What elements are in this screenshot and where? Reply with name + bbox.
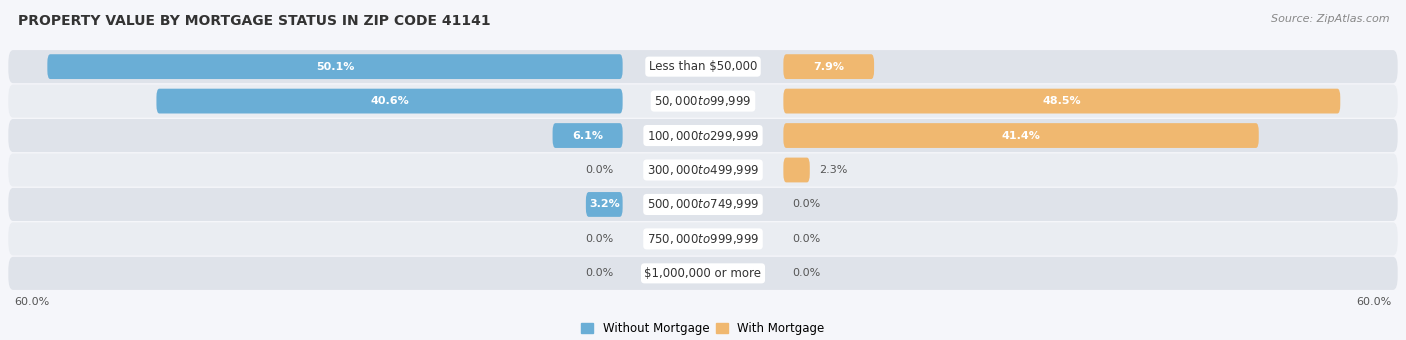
FancyBboxPatch shape [783,54,875,79]
Legend: Without Mortgage, With Mortgage: Without Mortgage, With Mortgage [576,317,830,340]
Text: 0.0%: 0.0% [585,268,613,278]
Text: 0.0%: 0.0% [585,165,613,175]
Text: $750,000 to $999,999: $750,000 to $999,999 [647,232,759,246]
FancyBboxPatch shape [783,123,1258,148]
FancyBboxPatch shape [156,89,623,114]
Text: 40.6%: 40.6% [370,96,409,106]
Text: 6.1%: 6.1% [572,131,603,140]
Text: Less than $50,000: Less than $50,000 [648,60,758,73]
Text: 60.0%: 60.0% [1357,298,1392,307]
Text: 0.0%: 0.0% [793,234,821,244]
Text: 50.1%: 50.1% [316,62,354,72]
Text: 0.0%: 0.0% [585,234,613,244]
Text: 7.9%: 7.9% [813,62,844,72]
Text: 0.0%: 0.0% [793,200,821,209]
Text: 41.4%: 41.4% [1001,131,1040,140]
Text: Source: ZipAtlas.com: Source: ZipAtlas.com [1271,14,1389,23]
Text: $500,000 to $749,999: $500,000 to $749,999 [647,198,759,211]
FancyBboxPatch shape [48,54,623,79]
FancyBboxPatch shape [783,89,1340,114]
FancyBboxPatch shape [553,123,623,148]
FancyBboxPatch shape [586,192,623,217]
Text: 2.3%: 2.3% [818,165,848,175]
FancyBboxPatch shape [8,188,1398,221]
Text: 3.2%: 3.2% [589,200,620,209]
Text: $50,000 to $99,999: $50,000 to $99,999 [654,94,752,108]
FancyBboxPatch shape [8,119,1398,152]
FancyBboxPatch shape [783,158,810,182]
Text: 0.0%: 0.0% [793,268,821,278]
FancyBboxPatch shape [8,222,1398,255]
Text: $100,000 to $299,999: $100,000 to $299,999 [647,129,759,142]
Text: PROPERTY VALUE BY MORTGAGE STATUS IN ZIP CODE 41141: PROPERTY VALUE BY MORTGAGE STATUS IN ZIP… [18,14,491,28]
Text: 48.5%: 48.5% [1042,96,1081,106]
Text: $1,000,000 or more: $1,000,000 or more [644,267,762,280]
FancyBboxPatch shape [8,153,1398,187]
Text: $300,000 to $499,999: $300,000 to $499,999 [647,163,759,177]
FancyBboxPatch shape [8,85,1398,118]
Text: 60.0%: 60.0% [14,298,49,307]
FancyBboxPatch shape [8,50,1398,83]
FancyBboxPatch shape [8,257,1398,290]
